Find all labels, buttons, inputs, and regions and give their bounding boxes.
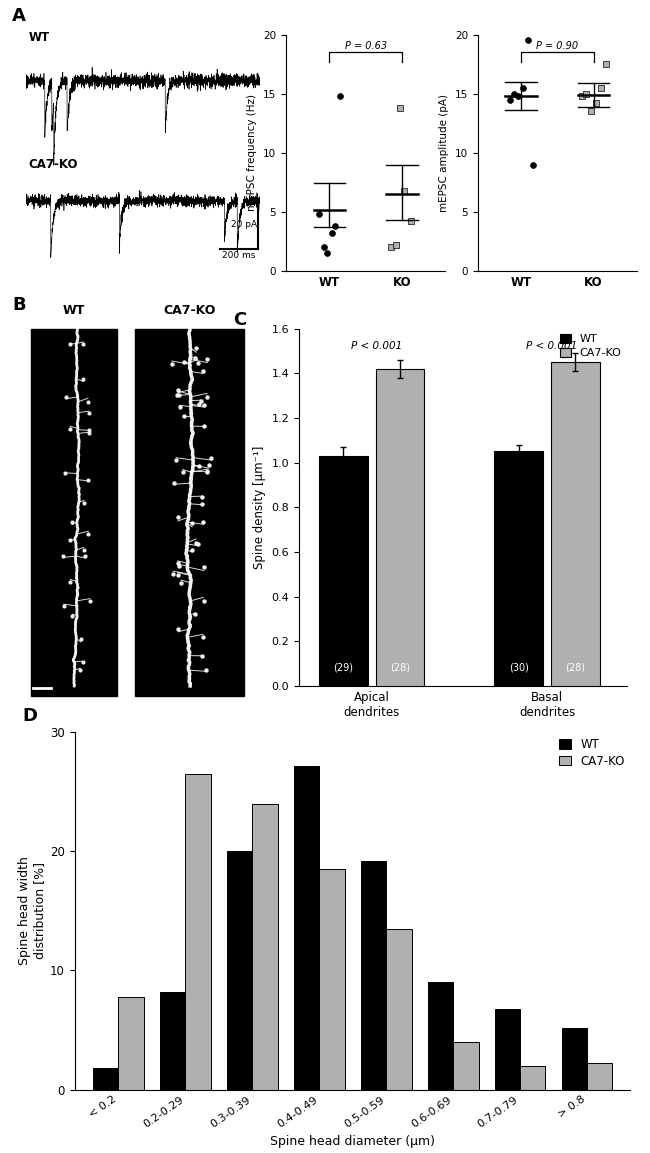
Point	[581, 84, 592, 103]
Point	[592, 93, 602, 112]
Text: D: D	[22, 707, 37, 725]
Bar	[453, 1042, 478, 1090]
Legend: WT, CA7-KO: WT, CA7-KO	[559, 738, 625, 768]
Bar	[93, 1068, 118, 1090]
Text: (28): (28)	[391, 663, 410, 672]
Bar	[551, 362, 599, 686]
Text: A: A	[12, 7, 26, 25]
Text: CA7-KO: CA7-KO	[164, 304, 216, 317]
Text: WT: WT	[62, 304, 85, 317]
Point	[318, 239, 329, 257]
Bar	[319, 869, 344, 1090]
Bar	[185, 774, 211, 1090]
Text: P < 0.001: P < 0.001	[526, 341, 577, 351]
Bar	[135, 329, 244, 695]
Text: P = 0.63: P = 0.63	[344, 42, 387, 51]
X-axis label: Spine head diameter (μm): Spine head diameter (μm)	[270, 1135, 435, 1148]
Bar	[118, 996, 144, 1090]
Text: C: C	[233, 310, 246, 329]
Legend: WT, CA7-KO: WT, CA7-KO	[560, 334, 621, 359]
Point	[395, 99, 405, 118]
Point	[517, 78, 528, 97]
Bar	[227, 851, 252, 1090]
Bar	[31, 329, 117, 695]
Bar	[294, 766, 319, 1090]
Bar	[319, 455, 367, 686]
Text: CA7-KO: CA7-KO	[29, 158, 78, 171]
Text: B: B	[12, 296, 26, 314]
Point	[509, 84, 519, 103]
Point	[406, 212, 416, 231]
Point	[577, 86, 587, 105]
Text: 20 pA: 20 pA	[231, 220, 257, 229]
Text: (28): (28)	[566, 663, 586, 672]
Point	[313, 205, 324, 224]
Bar	[495, 452, 543, 686]
Bar	[252, 804, 278, 1090]
Text: 200 ms: 200 ms	[222, 251, 255, 261]
Point	[335, 86, 346, 105]
Text: WT: WT	[29, 31, 49, 44]
Text: (29): (29)	[333, 663, 354, 672]
Point	[322, 244, 332, 263]
Bar	[386, 929, 411, 1090]
Bar	[376, 369, 424, 686]
Y-axis label: mEPSC amplitude (pA): mEPSC amplitude (pA)	[439, 93, 449, 212]
Bar	[495, 1009, 520, 1090]
Bar	[562, 1027, 587, 1090]
Point	[505, 90, 515, 108]
Text: P < 0.001: P < 0.001	[351, 341, 402, 351]
Bar	[520, 1065, 545, 1090]
Point	[385, 239, 396, 257]
Bar	[361, 861, 386, 1090]
Point	[513, 86, 523, 105]
Bar	[587, 1063, 612, 1090]
Point	[586, 103, 596, 121]
Text: (30): (30)	[509, 663, 528, 672]
Point	[528, 156, 538, 174]
Point	[330, 217, 341, 235]
Bar	[428, 982, 453, 1090]
Point	[595, 78, 606, 97]
Text: P = 0.90: P = 0.90	[536, 42, 578, 51]
Point	[326, 224, 337, 242]
Y-axis label: mEPSC frequency (Hz): mEPSC frequency (Hz)	[248, 95, 257, 211]
Point	[523, 31, 534, 50]
Point	[391, 235, 401, 254]
Y-axis label: Spine density [μm⁻¹]: Spine density [μm⁻¹]	[253, 445, 266, 570]
Y-axis label: Spine head width
distribution [%]: Spine head width distribution [%]	[18, 857, 46, 965]
Bar	[160, 992, 185, 1090]
Point	[399, 181, 410, 199]
Point	[601, 55, 611, 74]
